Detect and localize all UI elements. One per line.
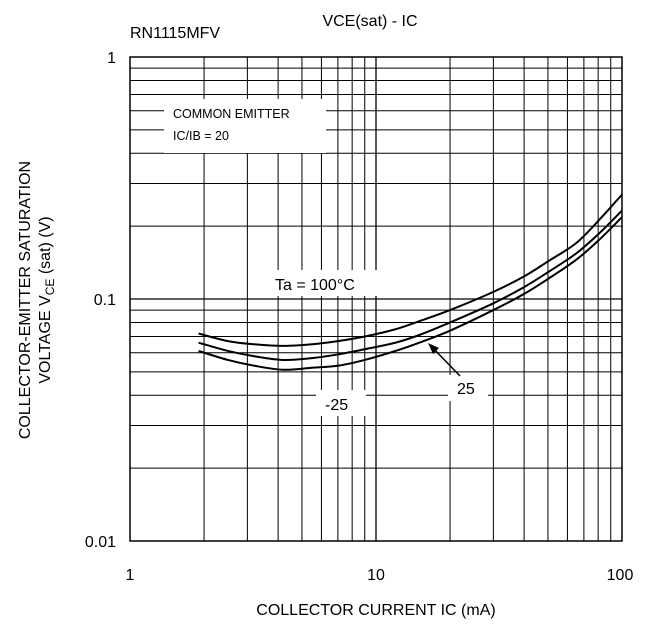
y-tick-1: 1 <box>107 50 116 67</box>
y-axis-label: COLLECTOR-EMITTER SATURATION VOLTAGE VCE… <box>17 161 57 439</box>
y-axis-label-line1: COLLECTOR-EMITTER SATURATION <box>17 161 34 439</box>
x-tick-10: 10 <box>367 567 385 584</box>
series-line-2 <box>198 216 623 371</box>
y-axis-label-suffix: (sat) (V) <box>37 216 54 278</box>
x-tick-100: 100 <box>607 567 634 584</box>
x-axis-label: COLLECTOR CURRENT IC (mA) <box>256 602 495 619</box>
chart-title: VCE(sat) - IC <box>322 13 417 30</box>
series-label-bg-100 <box>268 270 388 296</box>
x-tick-1: 1 <box>126 567 135 584</box>
series-line-0 <box>198 193 623 347</box>
plot-frame <box>129 56 623 542</box>
part-number: RN1115MFV <box>130 25 220 42</box>
series-label-100: Ta = 100°C <box>275 277 355 294</box>
series-layer <box>198 193 623 371</box>
y-tick-0.1: 0.1 <box>94 292 116 309</box>
series-label-minus25: -25 <box>325 397 348 414</box>
series-label-25: 25 <box>457 381 475 398</box>
series-line-1 <box>198 209 623 361</box>
y-axis-label-line2: VOLTAGE VCE (sat) (V) <box>37 216 57 383</box>
conditions-line1: COMMON EMITTER <box>173 107 290 121</box>
series-arrowhead-25 <box>428 343 439 354</box>
y-axis-label-prefix: VOLTAGE V <box>37 295 54 384</box>
y-tick-0.01: 0.01 <box>85 534 116 551</box>
conditions-line2: IC/IB = 20 <box>173 129 229 143</box>
y-axis-label-sub: CE <box>43 279 57 296</box>
conditions-box <box>164 99 326 153</box>
series-label-bg-minus25 <box>316 390 366 416</box>
grid <box>130 57 622 541</box>
series-label-bg-25 <box>448 375 488 401</box>
